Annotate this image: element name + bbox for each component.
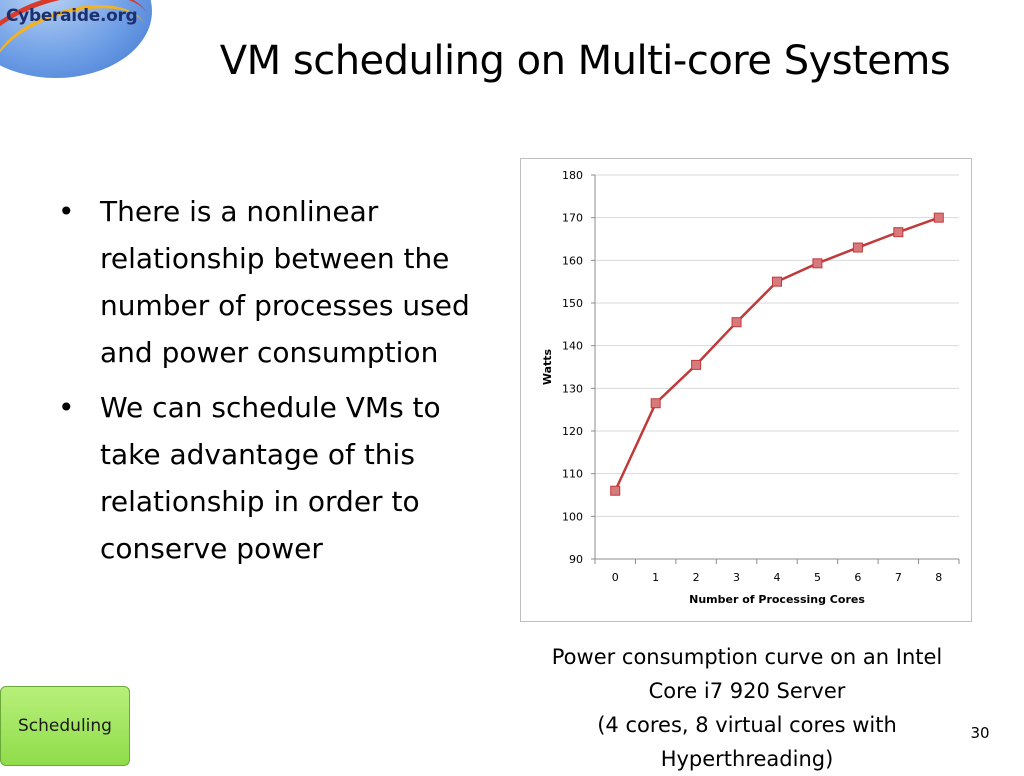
data-point: [812, 258, 823, 269]
bullet-text-2: We can schedule VMs to take advantage of…: [100, 391, 441, 565]
y-axis-title: Watts: [541, 348, 554, 385]
caption-line-3: (4 cores, 8 virtual cores with: [597, 713, 897, 737]
y-tick-label: 90: [569, 553, 583, 566]
y-tick-label: 170: [562, 212, 583, 225]
data-point: [691, 359, 702, 370]
slide-title: VM scheduling on Multi-core Systems: [219, 38, 951, 84]
bullet-item-2: • We can schedule VMs to take advantage …: [56, 384, 476, 572]
x-tick-label: 4: [774, 571, 781, 584]
section-tab-label: Scheduling: [18, 716, 112, 736]
y-tick-label: 110: [562, 468, 583, 481]
y-tick-label: 150: [562, 297, 583, 310]
y-tick-label: 140: [562, 340, 583, 353]
x-tick-label: 6: [854, 571, 861, 584]
bullet-list: • There is a nonlinear relationship betw…: [56, 188, 476, 580]
bullet-item-1: • There is a nonlinear relationship betw…: [56, 188, 476, 376]
chart-caption: Power consumption curve on an Intel Core…: [526, 640, 968, 776]
x-tick-label: 3: [733, 571, 740, 584]
y-tick-label: 100: [562, 510, 583, 523]
data-point: [772, 276, 782, 287]
caption-line-4: Hyperthreading): [660, 747, 834, 771]
y-tick-label: 120: [562, 425, 583, 438]
x-axis-title: Number of Processing Cores: [689, 593, 865, 606]
caption-line-1: Power consumption curve on an Intel: [551, 645, 943, 669]
y-tick-label: 180: [562, 169, 583, 182]
x-tick-label: 8: [935, 571, 942, 584]
bullet-text-1: There is a nonlinear relationship betwee…: [100, 195, 470, 369]
section-tab-scheduling[interactable]: Scheduling: [0, 686, 130, 766]
y-tick-label: 160: [562, 254, 583, 267]
cyberaide-logo: Cyberaide.org: [0, 0, 152, 78]
y-tick-label: 130: [562, 382, 583, 395]
page-number: 30: [970, 724, 990, 742]
data-point: [852, 242, 863, 253]
power-chart-svg: 90 100 110 120 130 140 150 160 170 180 0 1 2 3 4 5 6 7 8 Nu…: [541, 169, 960, 606]
x-tick-label: 0: [612, 571, 619, 584]
bullet-glyph: •: [58, 391, 75, 424]
bullet-glyph: •: [58, 195, 75, 228]
data-point: [731, 317, 742, 328]
x-tick-label: 2: [693, 571, 700, 584]
logo-text: Cyberaide.org: [6, 6, 138, 26]
x-tick-label: 1: [652, 571, 659, 584]
power-chart: 90 100 110 120 130 140 150 160 170 180 0 1 2 3 4 5 6 7 8 Nu…: [520, 158, 972, 622]
x-tick-label: 7: [895, 571, 902, 584]
data-point: [893, 227, 904, 238]
data-point: [610, 485, 621, 496]
x-tick-label: 5: [814, 571, 821, 584]
data-point: [933, 212, 944, 223]
series-line: [614, 216, 940, 492]
data-point: [650, 398, 661, 409]
caption-line-2: Core i7 920 Server: [648, 679, 846, 703]
